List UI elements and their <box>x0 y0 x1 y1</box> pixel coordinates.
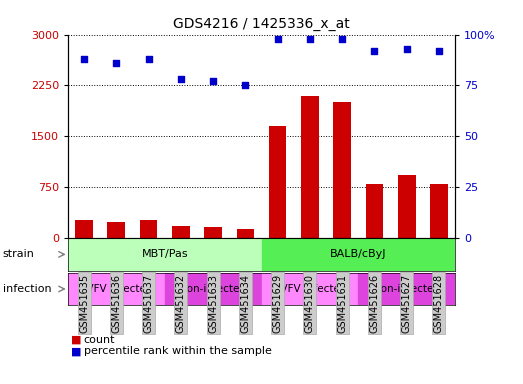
Point <box>144 56 153 62</box>
Text: GSM451631: GSM451631 <box>337 274 347 333</box>
Point <box>112 60 120 66</box>
Text: BALB/cByJ: BALB/cByJ <box>330 249 386 260</box>
Text: non-infected: non-infected <box>373 284 440 294</box>
Title: GDS4216 / 1425336_x_at: GDS4216 / 1425336_x_at <box>173 17 350 31</box>
Point <box>80 56 88 62</box>
Bar <box>140 220 157 238</box>
Text: GSM451637: GSM451637 <box>144 274 154 333</box>
Bar <box>358 273 455 305</box>
Point <box>305 36 314 42</box>
Point <box>177 76 185 83</box>
Text: MBT/Pas: MBT/Pas <box>141 249 188 260</box>
Bar <box>204 227 222 238</box>
Bar <box>172 225 190 238</box>
Bar <box>398 175 415 238</box>
Text: non-infected: non-infected <box>180 284 246 294</box>
Text: strain: strain <box>3 249 35 260</box>
Bar <box>301 96 319 238</box>
Text: RVFV infected: RVFV infected <box>80 284 153 294</box>
Text: GSM451627: GSM451627 <box>402 274 412 333</box>
Bar <box>269 126 287 238</box>
Point <box>435 48 443 54</box>
Bar <box>165 273 262 305</box>
Point <box>274 36 282 42</box>
Bar <box>68 238 262 271</box>
Bar <box>236 229 254 238</box>
Point <box>403 46 411 52</box>
Text: GSM451636: GSM451636 <box>111 274 121 333</box>
Text: GSM451634: GSM451634 <box>241 274 251 333</box>
Bar <box>333 103 351 238</box>
Text: GSM451632: GSM451632 <box>176 274 186 333</box>
Text: GSM451633: GSM451633 <box>208 274 218 333</box>
Bar <box>430 184 448 238</box>
Point <box>209 78 218 84</box>
Bar <box>75 220 93 238</box>
Text: GSM451626: GSM451626 <box>369 274 379 333</box>
Text: GSM451628: GSM451628 <box>434 274 444 333</box>
Text: ■: ■ <box>71 335 81 345</box>
Bar <box>366 184 383 238</box>
Bar <box>68 273 165 305</box>
Text: ■: ■ <box>71 346 81 356</box>
Point <box>370 48 379 54</box>
Text: GSM451630: GSM451630 <box>305 274 315 333</box>
Text: GSM451629: GSM451629 <box>272 274 282 333</box>
Bar <box>262 273 358 305</box>
Text: RVFV infected: RVFV infected <box>274 284 346 294</box>
Text: percentile rank within the sample: percentile rank within the sample <box>84 346 271 356</box>
Text: count: count <box>84 335 115 345</box>
Text: GSM451635: GSM451635 <box>79 274 89 333</box>
Text: infection: infection <box>3 284 51 294</box>
Bar <box>108 222 125 238</box>
Point <box>241 83 249 89</box>
Point <box>338 36 346 42</box>
Bar <box>262 238 455 271</box>
